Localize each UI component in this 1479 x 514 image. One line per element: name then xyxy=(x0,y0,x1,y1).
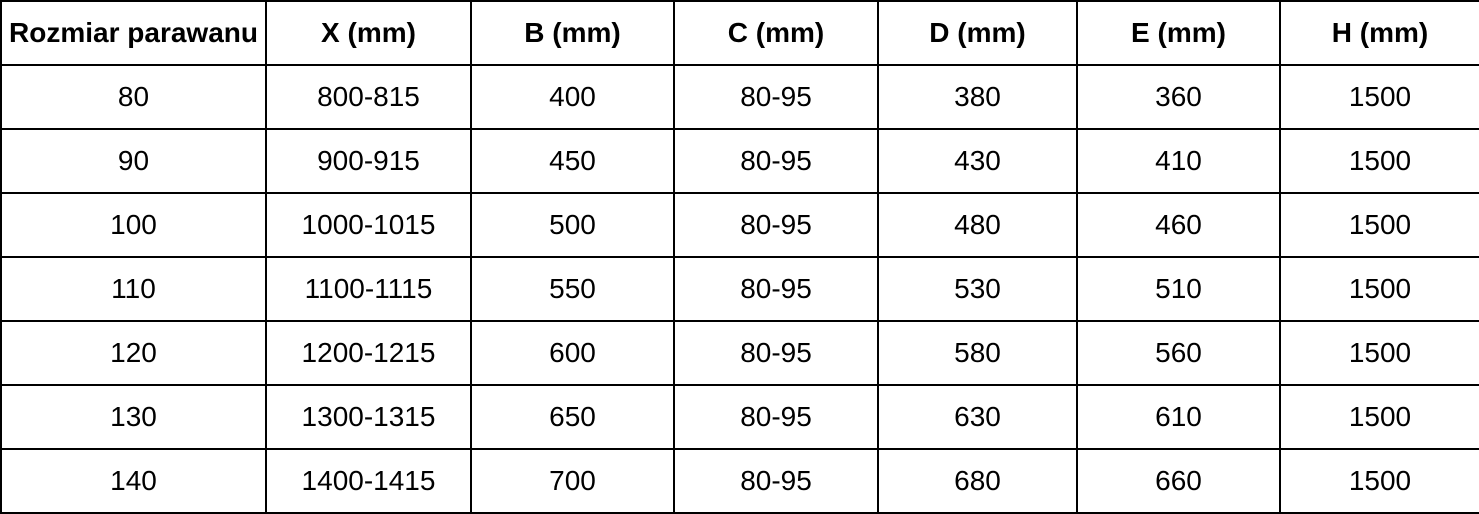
table-cell: 460 xyxy=(1076,192,1281,258)
table-cell: 700 xyxy=(470,448,675,514)
table-cell: 530 xyxy=(877,256,1078,322)
table-cell: 80-95 xyxy=(673,64,879,130)
table-cell: 410 xyxy=(1076,128,1281,194)
table-row: 120 1200-1215 600 80-95 580 560 1500 xyxy=(0,320,1479,386)
table-cell: 680 xyxy=(877,448,1078,514)
column-header: H (mm) xyxy=(1279,0,1479,66)
table-cell: 500 xyxy=(470,192,675,258)
table-cell: 510 xyxy=(1076,256,1281,322)
table-cell: 80-95 xyxy=(673,256,879,322)
table-cell: 1500 xyxy=(1279,320,1479,386)
table-cell: 380 xyxy=(877,64,1078,130)
table-cell: 130 xyxy=(0,384,267,450)
table-cell: 650 xyxy=(470,384,675,450)
table-row: 90 900-915 450 80-95 430 410 1500 xyxy=(0,128,1479,194)
table-cell: 140 xyxy=(0,448,267,514)
table-row: 140 1400-1415 700 80-95 680 660 1500 xyxy=(0,448,1479,514)
table-cell: 80-95 xyxy=(673,320,879,386)
table-cell: 1200-1215 xyxy=(265,320,472,386)
table-cell: 600 xyxy=(470,320,675,386)
table-cell: 580 xyxy=(877,320,1078,386)
table-cell: 1500 xyxy=(1279,64,1479,130)
column-header: B (mm) xyxy=(470,0,675,66)
table-cell: 1000-1015 xyxy=(265,192,472,258)
column-header: E (mm) xyxy=(1076,0,1281,66)
column-header: C (mm) xyxy=(673,0,879,66)
table-cell: 450 xyxy=(470,128,675,194)
table-cell: 1500 xyxy=(1279,128,1479,194)
table-cell: 80-95 xyxy=(673,448,879,514)
table-cell: 110 xyxy=(0,256,267,322)
table-cell: 1500 xyxy=(1279,448,1479,514)
table-cell: 400 xyxy=(470,64,675,130)
column-header: X (mm) xyxy=(265,0,472,66)
column-header: Rozmiar parawanu xyxy=(0,0,267,66)
table-cell: 80-95 xyxy=(673,128,879,194)
table-row: 80 800-815 400 80-95 380 360 1500 xyxy=(0,64,1479,130)
table-cell: 550 xyxy=(470,256,675,322)
table-row: 130 1300-1315 650 80-95 630 610 1500 xyxy=(0,384,1479,450)
table-cell: 630 xyxy=(877,384,1078,450)
table-cell: 480 xyxy=(877,192,1078,258)
table-cell: 1300-1315 xyxy=(265,384,472,450)
table-cell: 1100-1115 xyxy=(265,256,472,322)
table-cell: 1500 xyxy=(1279,256,1479,322)
table-cell: 660 xyxy=(1076,448,1281,514)
table-cell: 80-95 xyxy=(673,192,879,258)
table-cell: 430 xyxy=(877,128,1078,194)
table-cell: 120 xyxy=(0,320,267,386)
table-cell: 360 xyxy=(1076,64,1281,130)
table-cell: 80-95 xyxy=(673,384,879,450)
table-cell: 900-915 xyxy=(265,128,472,194)
table-cell: 800-815 xyxy=(265,64,472,130)
table-row: 110 1100-1115 550 80-95 530 510 1500 xyxy=(0,256,1479,322)
table-cell: 90 xyxy=(0,128,267,194)
table-header-row: Rozmiar parawanu X (mm) B (mm) C (mm) D (mm)… xyxy=(0,0,1479,66)
table-cell: 100 xyxy=(0,192,267,258)
table-cell: 1400-1415 xyxy=(265,448,472,514)
table-cell: 610 xyxy=(1076,384,1281,450)
table-row: 100 1000-1015 500 80-95 480 460 1500 xyxy=(0,192,1479,258)
column-header: D (mm) xyxy=(877,0,1078,66)
table-cell: 1500 xyxy=(1279,384,1479,450)
table-cell: 560 xyxy=(1076,320,1281,386)
table-cell: 80 xyxy=(0,64,267,130)
table-cell: 1500 xyxy=(1279,192,1479,258)
